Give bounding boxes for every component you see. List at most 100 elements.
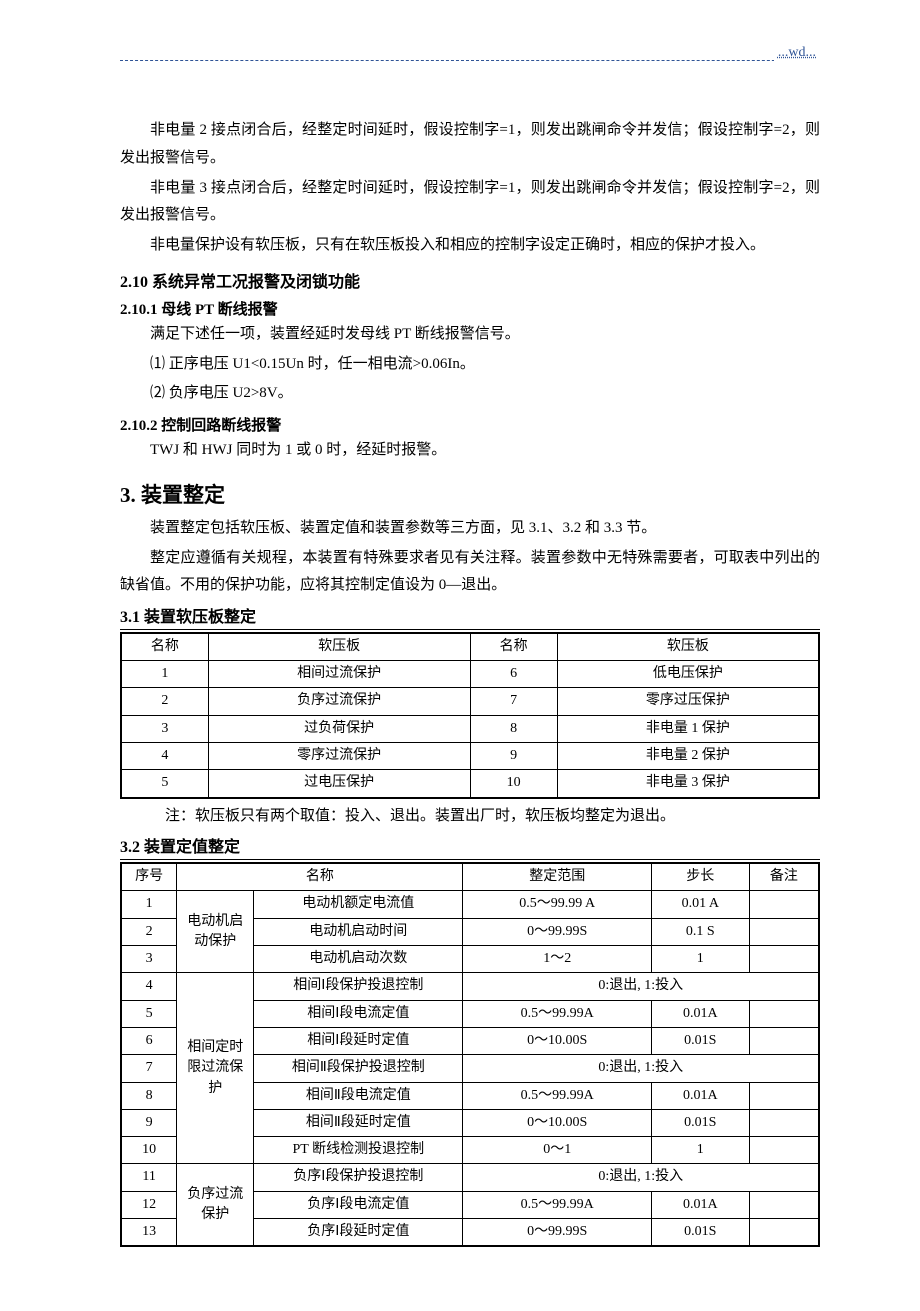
table-cell	[749, 1027, 819, 1054]
page: ...wd... 非电量 2 接点闭合后，经整定时间延时，假设控制字=1，则发出…	[0, 0, 920, 1311]
table-cell: 零序过流保护	[208, 742, 470, 769]
table-cell	[749, 1082, 819, 1109]
table-cell: 7	[470, 688, 557, 715]
table-cell: 0.01A	[651, 1082, 749, 1109]
table-group-cell: 电动机启动保护	[177, 891, 254, 973]
table-cell: 负序Ⅰ段延时定值	[254, 1218, 463, 1246]
table-cell: 6	[121, 1027, 177, 1054]
table-cell: 0.01 A	[651, 891, 749, 918]
table-cell: 6	[470, 661, 557, 688]
heading-3-2: 3.2 装置定值整定	[120, 838, 820, 860]
table-row: 4零序过流保护9非电量 2 保护	[121, 742, 819, 769]
table-cell: 1～2	[463, 946, 651, 973]
table-cell: 低电压保护	[557, 661, 819, 688]
table-cell: 相间Ⅱ段延时定值	[254, 1109, 463, 1136]
table-header-cell: 序号	[121, 863, 177, 891]
table-cell-merged: 0:退出, 1:投入	[463, 973, 819, 1000]
table-cell: 1	[121, 891, 177, 918]
table-cell: 负序过流保护	[208, 688, 470, 715]
table-cell: 1	[121, 661, 208, 688]
table-header-cell: 名称	[121, 633, 208, 661]
table-cell: 电动机启动次数	[254, 946, 463, 973]
table-cell: 0.01S	[651, 1027, 749, 1054]
table1-note: 注：软压板只有两个取值：投入、退出。装置出厂时，软压板均整定为退出。	[120, 803, 820, 831]
table-cell: 零序过压保护	[557, 688, 819, 715]
top-spacer	[120, 65, 820, 115]
table-cell	[749, 1137, 819, 1164]
table-cell: 0.5～99.99A	[463, 1000, 651, 1027]
paragraph: TWJ 和 HWJ 同时为 1 或 0 时，经延时报警。	[120, 437, 820, 465]
table-header-row: 序号名称整定范围步长备注	[121, 863, 819, 891]
heading-2-10-1: 2.10.1 母线 PT 断线报警	[120, 298, 820, 319]
paragraph: ⑴ 正序电压 U1<0.15Un 时，任一相电流>0.06In。	[120, 351, 820, 379]
table-header-cell: 名称	[470, 633, 557, 661]
table-header-row: 名称软压板名称软压板	[121, 633, 819, 661]
paragraph: 满足下述任一项，装置经延时发母线 PT 断线报警信号。	[120, 321, 820, 349]
table-cell: 13	[121, 1218, 177, 1246]
table-cell: 相间过流保护	[208, 661, 470, 688]
heading-2-10-2: 2.10.2 控制回路断线报警	[120, 414, 820, 435]
table-header-cell: 软压板	[208, 633, 470, 661]
heading-2-10: 2.10 系统异常工况报警及闭锁功能	[120, 268, 820, 292]
table-cell: 0.01A	[651, 1191, 749, 1218]
paragraph: 非电量 3 接点闭合后，经整定时间延时，假设控制字=1，则发出跳闸命令并发信；假…	[120, 175, 820, 231]
table-cell: 10	[121, 1137, 177, 1164]
table-row: 2负序过流保护7零序过压保护	[121, 688, 819, 715]
table-cell-merged: 0:退出, 1:投入	[463, 1164, 819, 1191]
table-cell	[749, 918, 819, 945]
heading-text: 3.2 装置定值整定	[120, 838, 820, 860]
table-cell: 9	[470, 742, 557, 769]
table-cell	[749, 891, 819, 918]
table-header-cell: 整定范围	[463, 863, 651, 891]
table-cell-merged: 0:退出, 1:投入	[463, 1055, 819, 1082]
heading-text: 2.10 系统异常工况报警及闭锁功能	[120, 274, 360, 291]
table-cell: 0.5～99.99A	[463, 1082, 651, 1109]
table-cell: 电动机额定电流值	[254, 891, 463, 918]
table-cell: 5	[121, 770, 208, 798]
paragraph: 非电量 2 接点闭合后，经整定时间延时，假设控制字=1，则发出跳闸命令并发信；假…	[120, 117, 820, 173]
table-cell: 0～10.00S	[463, 1027, 651, 1054]
table-cell: 相间Ⅱ段电流定值	[254, 1082, 463, 1109]
heading-text: 3. 装置整定	[120, 483, 225, 507]
table-row: 3过负荷保护8非电量 1 保护	[121, 715, 819, 742]
table-cell: 负序Ⅰ段电流定值	[254, 1191, 463, 1218]
table-cell: 非电量 3 保护	[557, 770, 819, 798]
table-header-cell: 步长	[651, 863, 749, 891]
table-cell: 12	[121, 1191, 177, 1218]
table-row: 1相间过流保护6低电压保护	[121, 661, 819, 688]
table-cell: 0.5～99.99 A	[463, 891, 651, 918]
table-cell	[749, 1109, 819, 1136]
table-cell: 0.01A	[651, 1000, 749, 1027]
table-header-cell: 软压板	[557, 633, 819, 661]
table-cell: 1	[651, 1137, 749, 1164]
table-cell: 电动机启动时间	[254, 918, 463, 945]
table-cell: 11	[121, 1164, 177, 1191]
table-cell: 4	[121, 742, 208, 769]
paragraph: 整定应遵循有关规程，本装置有特殊要求者见有关注释。装置参数中无特殊需要者，可取表…	[120, 545, 820, 601]
table-cell: 0～99.99S	[463, 918, 651, 945]
paragraph: 非电量保护设有软压板，只有在软压板投入和相应的控制字设定正确时，相应的保护才投入…	[120, 232, 820, 260]
table-row: 11负序过流保护负序Ⅰ段保护投退控制0:退出, 1:投入	[121, 1164, 819, 1191]
table-cell: 4	[121, 973, 177, 1000]
table-cell: 2	[121, 918, 177, 945]
table-cell: 非电量 2 保护	[557, 742, 819, 769]
table-cell: 1	[651, 946, 749, 973]
table-group-cell: 相间定时限过流保护	[177, 973, 254, 1164]
table-cell: 5	[121, 1000, 177, 1027]
table-header-cell: 备注	[749, 863, 819, 891]
table-cell: 8	[121, 1082, 177, 1109]
table-cell: 3	[121, 946, 177, 973]
table-cell: 相间Ⅰ段电流定值	[254, 1000, 463, 1027]
softboard-table: 名称软压板名称软压板1相间过流保护6低电压保护2负序过流保护7零序过压保护3过负…	[120, 632, 820, 799]
header-link[interactable]: ...wd...	[774, 45, 820, 61]
table-group-cell: 负序过流保护	[177, 1164, 254, 1246]
paragraph: ⑵ 负序电压 U2>8V。	[120, 380, 820, 408]
table-cell	[749, 946, 819, 973]
table-cell: 9	[121, 1109, 177, 1136]
table-cell: 相间Ⅰ段保护投退控制	[254, 973, 463, 1000]
table-cell: 相间Ⅱ段保护投退控制	[254, 1055, 463, 1082]
table-cell	[749, 1218, 819, 1246]
table-row: 4相间定时限过流保护相间Ⅰ段保护投退控制0:退出, 1:投入	[121, 973, 819, 1000]
table-cell: 非电量 1 保护	[557, 715, 819, 742]
table-cell: 2	[121, 688, 208, 715]
